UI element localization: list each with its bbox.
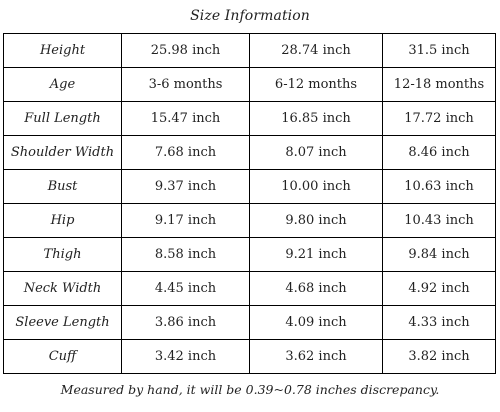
table-cell: 6-12 months xyxy=(249,67,383,102)
table-row: Shoulder Width 7.68 inch 8.07 inch 8.46 … xyxy=(3,135,496,170)
table-cell: 8.07 inch xyxy=(249,135,383,170)
table-cell: 9.37 inch xyxy=(121,169,250,204)
size-table: Height 25.98 inch 28.74 inch 31.5 inch A… xyxy=(3,33,496,374)
row-label: Neck Width xyxy=(3,271,122,306)
row-label: Full Length xyxy=(3,101,122,136)
table-row: Neck Width 4.45 inch 4.68 inch 4.92 inch xyxy=(3,271,496,306)
table-cell: 9.84 inch xyxy=(382,237,496,272)
table-cell: 3-6 months xyxy=(121,67,250,102)
row-label: Cuff xyxy=(3,339,122,374)
table-row: Hip 9.17 inch 9.80 inch 10.43 inch xyxy=(3,203,496,238)
row-label: Sleeve Length xyxy=(3,305,122,340)
table-cell: 4.45 inch xyxy=(121,271,250,306)
table-cell: 9.21 inch xyxy=(249,237,383,272)
table-cell: 25.98 inch xyxy=(121,33,250,68)
table-cell: 3.86 inch xyxy=(121,305,250,340)
table-row: Thigh 8.58 inch 9.21 inch 9.84 inch xyxy=(3,237,496,272)
table-cell: 4.09 inch xyxy=(249,305,383,340)
table-cell: 10.43 inch xyxy=(382,203,496,238)
table-cell: 28.74 inch xyxy=(249,33,383,68)
table-cell: 8.46 inch xyxy=(382,135,496,170)
table-cell: 10.63 inch xyxy=(382,169,496,204)
table-cell: 3.82 inch xyxy=(382,339,496,374)
table-row: Full Length 15.47 inch 16.85 inch 17.72 … xyxy=(3,101,496,136)
measurement-note: Measured by hand, it will be 0.39~0.78 i… xyxy=(60,382,440,397)
table-row: Cuff 3.42 inch 3.62 inch 3.82 inch xyxy=(3,339,496,374)
table-cell: 7.68 inch xyxy=(121,135,250,170)
row-label: Thigh xyxy=(3,237,122,272)
table-cell: 8.58 inch xyxy=(121,237,250,272)
table-row: Sleeve Length 3.86 inch 4.09 inch 4.33 i… xyxy=(3,305,496,340)
table-cell: 12-18 months xyxy=(382,67,496,102)
table-cell: 4.33 inch xyxy=(382,305,496,340)
table-cell: 4.92 inch xyxy=(382,271,496,306)
table-cell: 17.72 inch xyxy=(382,101,496,136)
table-row: Age 3-6 months 6-12 months 12-18 months xyxy=(3,67,496,102)
table-cell: 3.42 inch xyxy=(121,339,250,374)
row-label: Age xyxy=(3,67,122,102)
page-title: Size Information xyxy=(190,8,310,24)
table-cell: 4.68 inch xyxy=(249,271,383,306)
row-label: Height xyxy=(3,33,122,68)
row-label: Shoulder Width xyxy=(3,135,122,170)
table-cell: 15.47 inch xyxy=(121,101,250,136)
table-row: Height 25.98 inch 28.74 inch 31.5 inch xyxy=(3,33,496,68)
row-label: Bust xyxy=(3,169,122,204)
table-cell: 9.17 inch xyxy=(121,203,250,238)
table-cell: 31.5 inch xyxy=(382,33,496,68)
table-cell: 16.85 inch xyxy=(249,101,383,136)
table-cell: 10.00 inch xyxy=(249,169,383,204)
table-cell: 3.62 inch xyxy=(249,339,383,374)
table-cell: 9.80 inch xyxy=(249,203,383,238)
table-row: Bust 9.37 inch 10.00 inch 10.63 inch xyxy=(3,169,496,204)
row-label: Hip xyxy=(3,203,122,238)
